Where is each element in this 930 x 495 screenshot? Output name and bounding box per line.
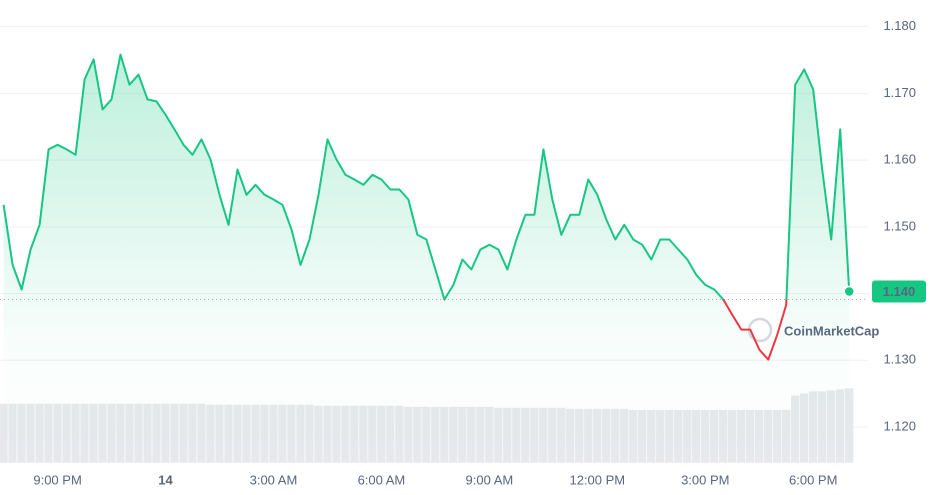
x-tick-label: 9:00 AM: [466, 472, 514, 487]
last-point: [843, 285, 855, 298]
area: [3, 54, 850, 465]
y-tick-label: 1.170: [883, 85, 916, 100]
y-tick-label: 1.180: [883, 18, 916, 33]
y-tick-label: 1.150: [883, 218, 916, 233]
price-tag: [872, 280, 926, 303]
y-tick-label: 1.160: [883, 152, 916, 167]
price-tag-label: 1.140: [883, 284, 916, 299]
x-tick-label: 9:00 PM: [33, 472, 81, 487]
y-tick-label: 1.120: [883, 418, 916, 433]
y-tick-label: 1.130: [883, 352, 916, 367]
x-tick-label: 12:00 PM: [569, 472, 625, 487]
x-tick-label: 6:00 PM: [789, 472, 837, 487]
x-tick-label: 3:00 PM: [681, 472, 729, 487]
x-tick-label: 14: [158, 472, 173, 487]
x-tick-label: 3:00 AM: [250, 472, 298, 487]
price-line: [2, 53, 851, 300]
x-tick-label: 6:00 AM: [358, 472, 406, 487]
